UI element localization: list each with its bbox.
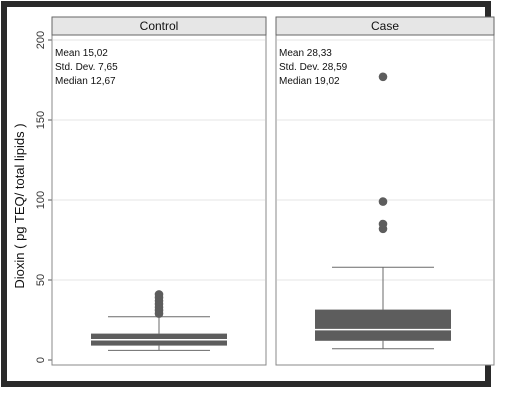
stat-line: Median 12,67 — [55, 76, 116, 87]
outlier-point — [154, 290, 164, 299]
y-tick-label: 150 — [35, 111, 47, 129]
stat-line: Median 19,02 — [279, 76, 340, 87]
stat-line: Std. Dev. 7,65 — [55, 62, 118, 73]
y-tick-label: 200 — [35, 31, 47, 49]
panel-header — [51, 16, 267, 36]
y-tick-label: 0 — [35, 357, 47, 363]
panel-title: Control — [140, 19, 179, 33]
outlier-point — [378, 72, 388, 82]
y-tick-label: 100 — [35, 191, 47, 209]
box-iqr — [315, 309, 451, 341]
panel-title: Case — [371, 19, 399, 33]
stat-line: Std. Dev. 28,59 — [279, 62, 348, 73]
y-tick-label: 50 — [35, 274, 47, 286]
stat-line: Mean 15,02 — [55, 48, 108, 59]
y-axis-title: Dioxin ( pg TEQ/ total lipids ) — [12, 123, 27, 288]
outlier-point — [378, 219, 388, 229]
panel-header — [275, 16, 495, 36]
outlier-point — [378, 197, 388, 206]
stat-line: Mean 28,33 — [279, 48, 332, 59]
